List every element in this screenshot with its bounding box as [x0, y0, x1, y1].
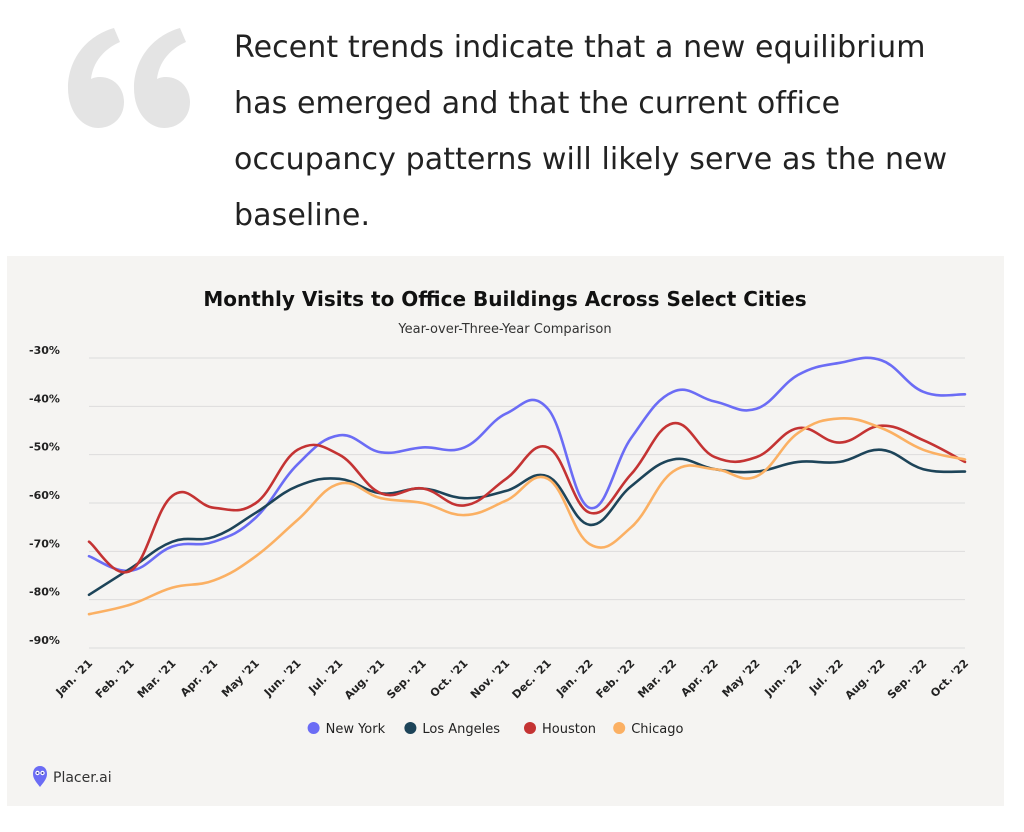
x-tick-label: Oct. '22	[928, 657, 971, 700]
legend-marker-chicago	[613, 722, 626, 734]
x-tick-label: Aug. '21	[342, 657, 387, 702]
x-tick-label: Jun. '22	[762, 657, 805, 700]
x-tick-label: Dec. '21	[510, 657, 554, 701]
y-tick-label: -70%	[29, 537, 60, 550]
quote-mark-left	[68, 28, 124, 128]
series-line-chicago	[87, 417, 967, 616]
x-tick-label: Jul. '22	[806, 657, 846, 697]
x-tick-label: May '21	[219, 657, 262, 700]
chart-subtitle: Year-over-Three-Year Comparison	[397, 322, 611, 337]
series-line-los-angeles	[87, 448, 967, 597]
x-tick-label: Feb. '22	[594, 657, 638, 701]
y-axis-ticks: -30% -40% -50% -60% -70% -80% -90%	[29, 344, 60, 647]
series-line-new-york	[87, 356, 967, 573]
legend-marker-new-york	[307, 722, 320, 734]
x-tick-label: Mar. '21	[135, 657, 179, 701]
chart: Monthly Visits to Office Buildings Acros…	[29, 287, 971, 787]
x-tick-label: Jul. '21	[306, 657, 346, 697]
x-tick-label: Jan. '21	[53, 657, 95, 699]
series-line-houston	[87, 421, 967, 574]
legend-marker-houston	[524, 722, 536, 734]
quote-line: Recent trends indicate that a new equili…	[234, 30, 926, 65]
placer-owl-icon	[33, 766, 47, 787]
x-tick-label: Apr. '21	[178, 657, 220, 699]
y-tick-label: -90%	[29, 634, 60, 647]
x-tick-label: Sep. '21	[384, 657, 429, 702]
legend-label-houston: Houston	[542, 722, 596, 737]
quote-line: has emerged and that the current office	[234, 86, 841, 121]
legend-label-new-york: New York	[326, 722, 386, 737]
y-tick-label: -30%	[29, 344, 60, 357]
quote-mark-icon	[68, 28, 190, 128]
y-tick-label: -80%	[29, 586, 60, 599]
chart-title: Monthly Visits to Office Buildings Acros…	[203, 287, 806, 311]
legend: New York Los Angeles Houston Chicago	[307, 722, 683, 737]
series-lines	[87, 356, 967, 616]
x-tick-label: Apr. '22	[678, 657, 720, 699]
quote-line: baseline.	[234, 198, 371, 233]
x-tick-label: Nov. '21	[468, 657, 512, 701]
chart-card: Monthly Visits to Office Buildings Acros…	[7, 256, 1004, 806]
x-tick-label: Oct. '21	[428, 657, 471, 700]
y-tick-label: -50%	[29, 441, 60, 454]
quote-line: occupancy patterns will likely serve as …	[234, 142, 948, 177]
quote-mark-right	[134, 28, 190, 128]
x-tick-label: May '22	[720, 657, 763, 700]
legend-label-chicago: Chicago	[631, 722, 683, 737]
x-tick-label: Aug. '22	[843, 657, 888, 702]
x-tick-label: Mar. '22	[635, 657, 679, 701]
legend-marker-los-angeles	[404, 722, 417, 734]
x-tick-label: Feb. '21	[93, 657, 137, 701]
x-tick-label: Jan. '22	[553, 657, 595, 699]
y-tick-label: -40%	[29, 392, 60, 405]
legend-label-los-angeles: Los Angeles	[422, 722, 500, 737]
logo-text: Placer.ai	[53, 770, 112, 786]
quote-text: Recent trends indicate that a new equili…	[234, 20, 1004, 244]
y-tick-label: -60%	[29, 489, 60, 502]
logo: Placer.ai	[33, 766, 112, 787]
x-tick-label: Sep. '22	[885, 657, 930, 702]
x-tick-label: Jun. '21	[261, 657, 304, 700]
